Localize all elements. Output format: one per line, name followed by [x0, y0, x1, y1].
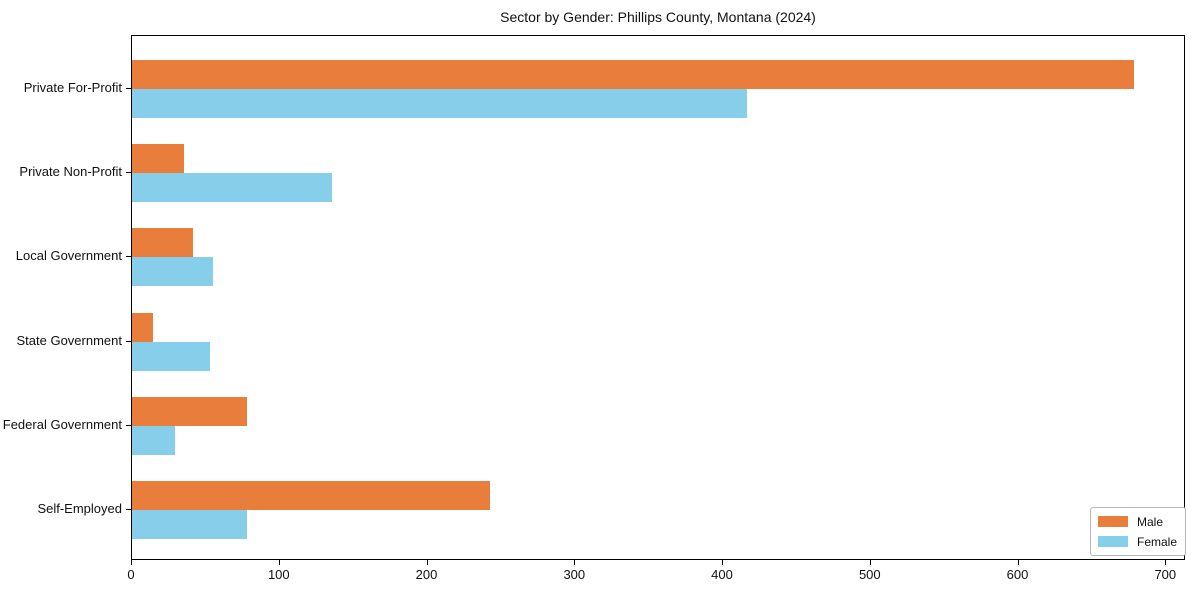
bar-female-3 [132, 341, 211, 371]
legend-label-male: Male [1137, 514, 1164, 529]
x-tick-mark [131, 560, 132, 565]
bar-male-0 [132, 60, 1134, 89]
x-tick-mark [574, 560, 576, 565]
x-tick-mark [869, 560, 871, 565]
y-axis-label-0: Private For-Profit [23, 80, 122, 95]
x-tick-label: 200 [415, 567, 438, 582]
bar-female-1 [132, 173, 332, 203]
plot-area [131, 35, 1185, 560]
legend-label-female: Female [1137, 534, 1178, 549]
x-tick-label: 0 [127, 567, 135, 582]
y-axis-label-5: Self-Employed [37, 501, 122, 516]
bar-female-5 [132, 510, 248, 539]
chart-title: Sector by Gender: Phillips County, Monta… [500, 9, 816, 25]
bar-male-2 [132, 228, 193, 258]
bar-female-2 [132, 257, 214, 287]
y-axis-label-4: Federal Government [2, 416, 122, 432]
bar-male-4 [132, 396, 248, 426]
y-tick-mark [126, 88, 131, 89]
x-tick-label: 300 [563, 567, 586, 582]
legend-swatch-male [1098, 516, 1128, 527]
y-tick-mark [126, 340, 131, 342]
x-tick-mark [722, 560, 723, 565]
x-tick-label: 700 [1154, 567, 1177, 582]
legend-entry-female: Female [1098, 533, 1177, 550]
x-tick-label: 500 [858, 567, 881, 582]
x-tick-mark [1165, 560, 1167, 565]
bar-male-3 [132, 312, 153, 342]
y-tick-mark [126, 256, 131, 258]
x-tick-mark [426, 560, 428, 565]
y-tick-mark [126, 424, 131, 426]
y-tick-mark [126, 172, 131, 174]
bar-male-5 [132, 481, 490, 510]
bar-female-0 [132, 89, 747, 118]
legend-swatch-female [1098, 536, 1128, 547]
x-tick-label: 100 [267, 567, 290, 582]
x-tick-mark [278, 560, 280, 565]
bar-female-4 [132, 425, 175, 455]
bar-male-1 [132, 144, 184, 174]
x-tick-mark [1017, 560, 1019, 565]
y-axis-label-2: Local Government [15, 248, 122, 264]
x-tick-label: 600 [1006, 567, 1029, 582]
legend: Male Female [1090, 507, 1187, 556]
y-tick-mark [126, 509, 131, 510]
legend-entry-male: Male [1098, 513, 1177, 530]
y-axis-label-3: State Government [16, 332, 123, 348]
y-axis-label-1: Private Non-Profit [19, 164, 122, 180]
x-tick-label: 400 [711, 567, 733, 582]
